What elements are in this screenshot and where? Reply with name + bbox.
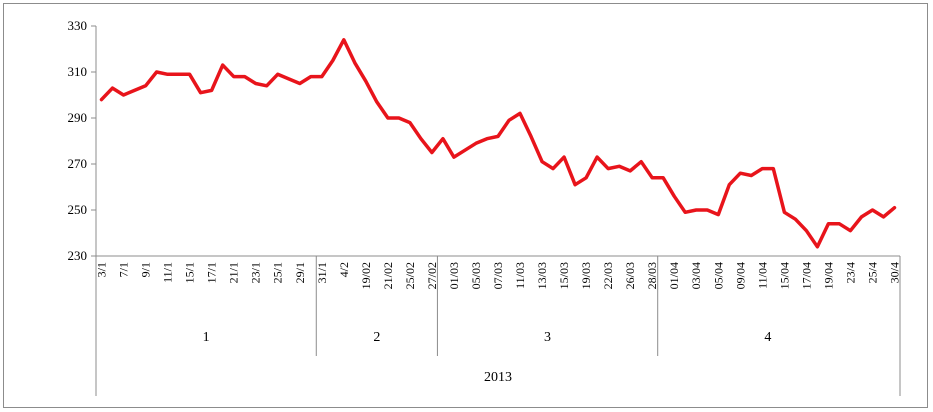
x-tick-label: 03/04 <box>689 262 703 289</box>
x-tick-label: 21/1 <box>227 262 241 283</box>
x-tick-label: 26/03 <box>623 262 637 289</box>
x-tick-label: 30/4 <box>887 262 901 283</box>
y-tick-label: 310 <box>68 64 88 79</box>
x-tick-label: 07/03 <box>491 262 505 289</box>
x-tick-label: 17/04 <box>799 262 813 289</box>
y-tick-label: 290 <box>68 110 88 125</box>
group-label: 2 <box>373 330 380 345</box>
x-tick-label: 15/04 <box>777 262 791 289</box>
x-tick-label: 25/1 <box>271 262 285 283</box>
x-tick-label: 05/04 <box>711 262 725 289</box>
x-tick-label: 29/1 <box>293 262 307 283</box>
chart-container: 230 250 270 290 310 330 3/1 7/1 9/1 11/1 15/1 17/1 2… <box>3 3 928 408</box>
x-tick-label: 09/04 <box>733 262 747 289</box>
x-tick-label: 05/03 <box>469 262 483 289</box>
y-tick-label: 270 <box>68 156 88 171</box>
x-tick-label: 17/1 <box>205 262 219 283</box>
x-tick-label: 27/02 <box>425 262 439 289</box>
x-tick-label: 01/03 <box>447 262 461 289</box>
x-tick-label: 22/03 <box>601 262 615 289</box>
x-tick-label: 3/1 <box>95 262 109 277</box>
x-tick-label: 25/02 <box>403 262 417 289</box>
x-tick-label: 31/1 <box>315 262 329 283</box>
x-tick-label: 28/03 <box>645 262 659 289</box>
x-tick-label: 23/1 <box>249 262 263 283</box>
group-label: 1 <box>203 330 210 345</box>
x-tick-label: 01/04 <box>667 262 681 289</box>
x-tick-label: 11/1 <box>161 262 175 283</box>
y-tick-label: 330 <box>68 18 88 33</box>
x-tick-label: 13/03 <box>535 262 549 289</box>
group-label: 3 <box>544 330 551 345</box>
series-line <box>99 38 897 249</box>
x-tick-label: 21/02 <box>381 262 395 289</box>
x-tick-label: 19/02 <box>359 262 373 289</box>
x-tick-label: 4/2 <box>337 262 351 277</box>
x-tick-label: 23/4 <box>843 262 857 283</box>
x-tick-label: 19/03 <box>579 262 593 289</box>
group-label: 4 <box>764 330 771 345</box>
y-tick-label: 230 <box>68 248 88 263</box>
x-tick-label: 7/1 <box>117 262 131 277</box>
x-tick-label: 19/04 <box>821 262 835 289</box>
x-tick-label: 11/04 <box>755 262 769 289</box>
line-chart: 230 250 270 290 310 330 3/1 7/1 9/1 11/1 15/1 17/1 2… <box>68 18 901 396</box>
x-tick-label: 15/03 <box>557 262 571 289</box>
x-tick-label: 25/4 <box>865 262 879 283</box>
y-tick-label: 250 <box>68 202 88 217</box>
x-tick-label: 15/1 <box>183 262 197 283</box>
year-label: 2013 <box>484 370 512 385</box>
x-tick-label: 11/03 <box>513 262 527 289</box>
x-tick-label: 9/1 <box>139 262 153 277</box>
